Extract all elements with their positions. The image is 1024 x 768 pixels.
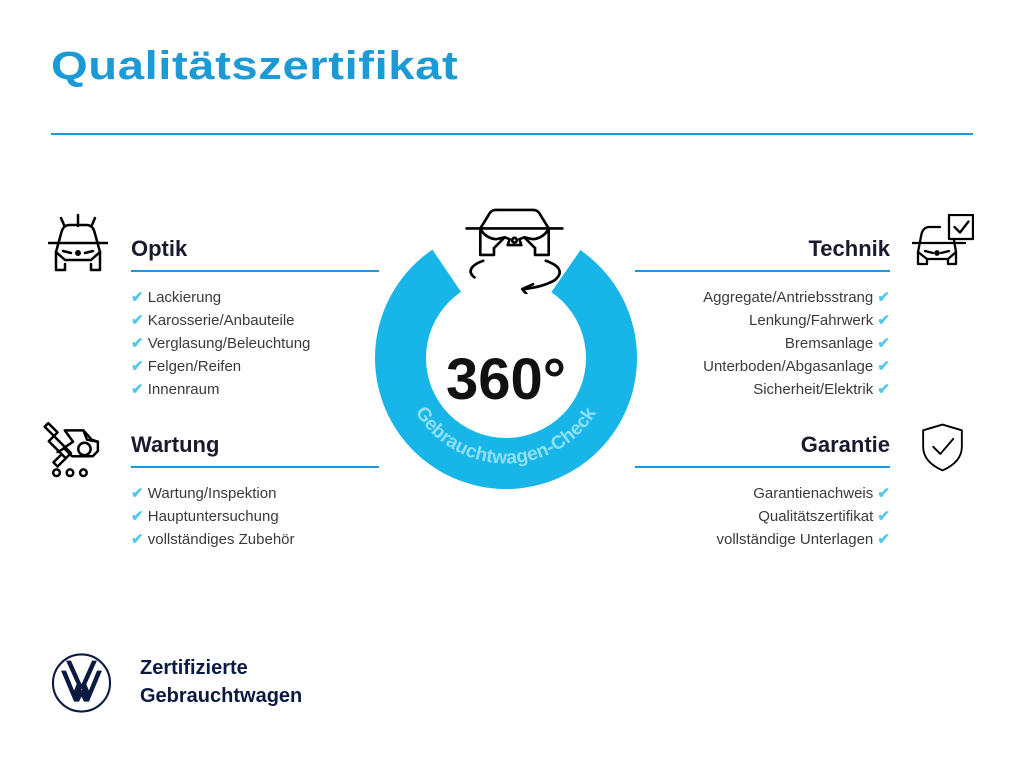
svg-text:360°: 360° [446,347,566,412]
